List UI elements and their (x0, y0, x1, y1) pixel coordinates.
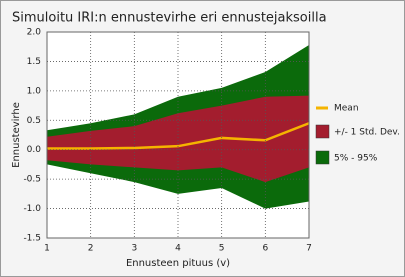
x-tick-label: 4 (175, 244, 181, 254)
legend-swatch (315, 124, 330, 139)
y-axis-label: Ennustevirhe (11, 102, 22, 168)
x-tick-label: 1 (44, 244, 50, 254)
x-tick-label: 3 (131, 244, 137, 254)
y-tick-label: 1.0 (27, 86, 42, 96)
legend-label: 5% - 95% (334, 154, 378, 164)
chart-title: Simuloitu IRI:n ennustevirhe eri ennuste… (12, 11, 327, 26)
x-axis-label: Ennusteen pituus (v) (126, 258, 230, 269)
band-area (47, 95, 309, 183)
x-tick-label: 2 (88, 244, 94, 254)
y-tick-label: 1.5 (27, 57, 41, 67)
y-tick-label: 0.0 (27, 145, 42, 155)
plot-border (46, 31, 310, 239)
x-tick-label: 6 (262, 244, 268, 254)
legend-swatch (315, 150, 330, 165)
y-tick-label: -1.0 (23, 204, 41, 214)
y-tick-label: 0.5 (27, 116, 41, 126)
x-tick-label: 7 (306, 244, 312, 254)
legend-label: Mean (334, 104, 359, 114)
y-tick-label: 2.0 (27, 28, 42, 38)
legend-label: +/- 1 Std. Dev. (334, 128, 400, 138)
y-tick-label: -1.5 (23, 234, 41, 244)
x-tick-label: 5 (219, 244, 225, 254)
y-tick-label: -0.5 (23, 175, 41, 185)
